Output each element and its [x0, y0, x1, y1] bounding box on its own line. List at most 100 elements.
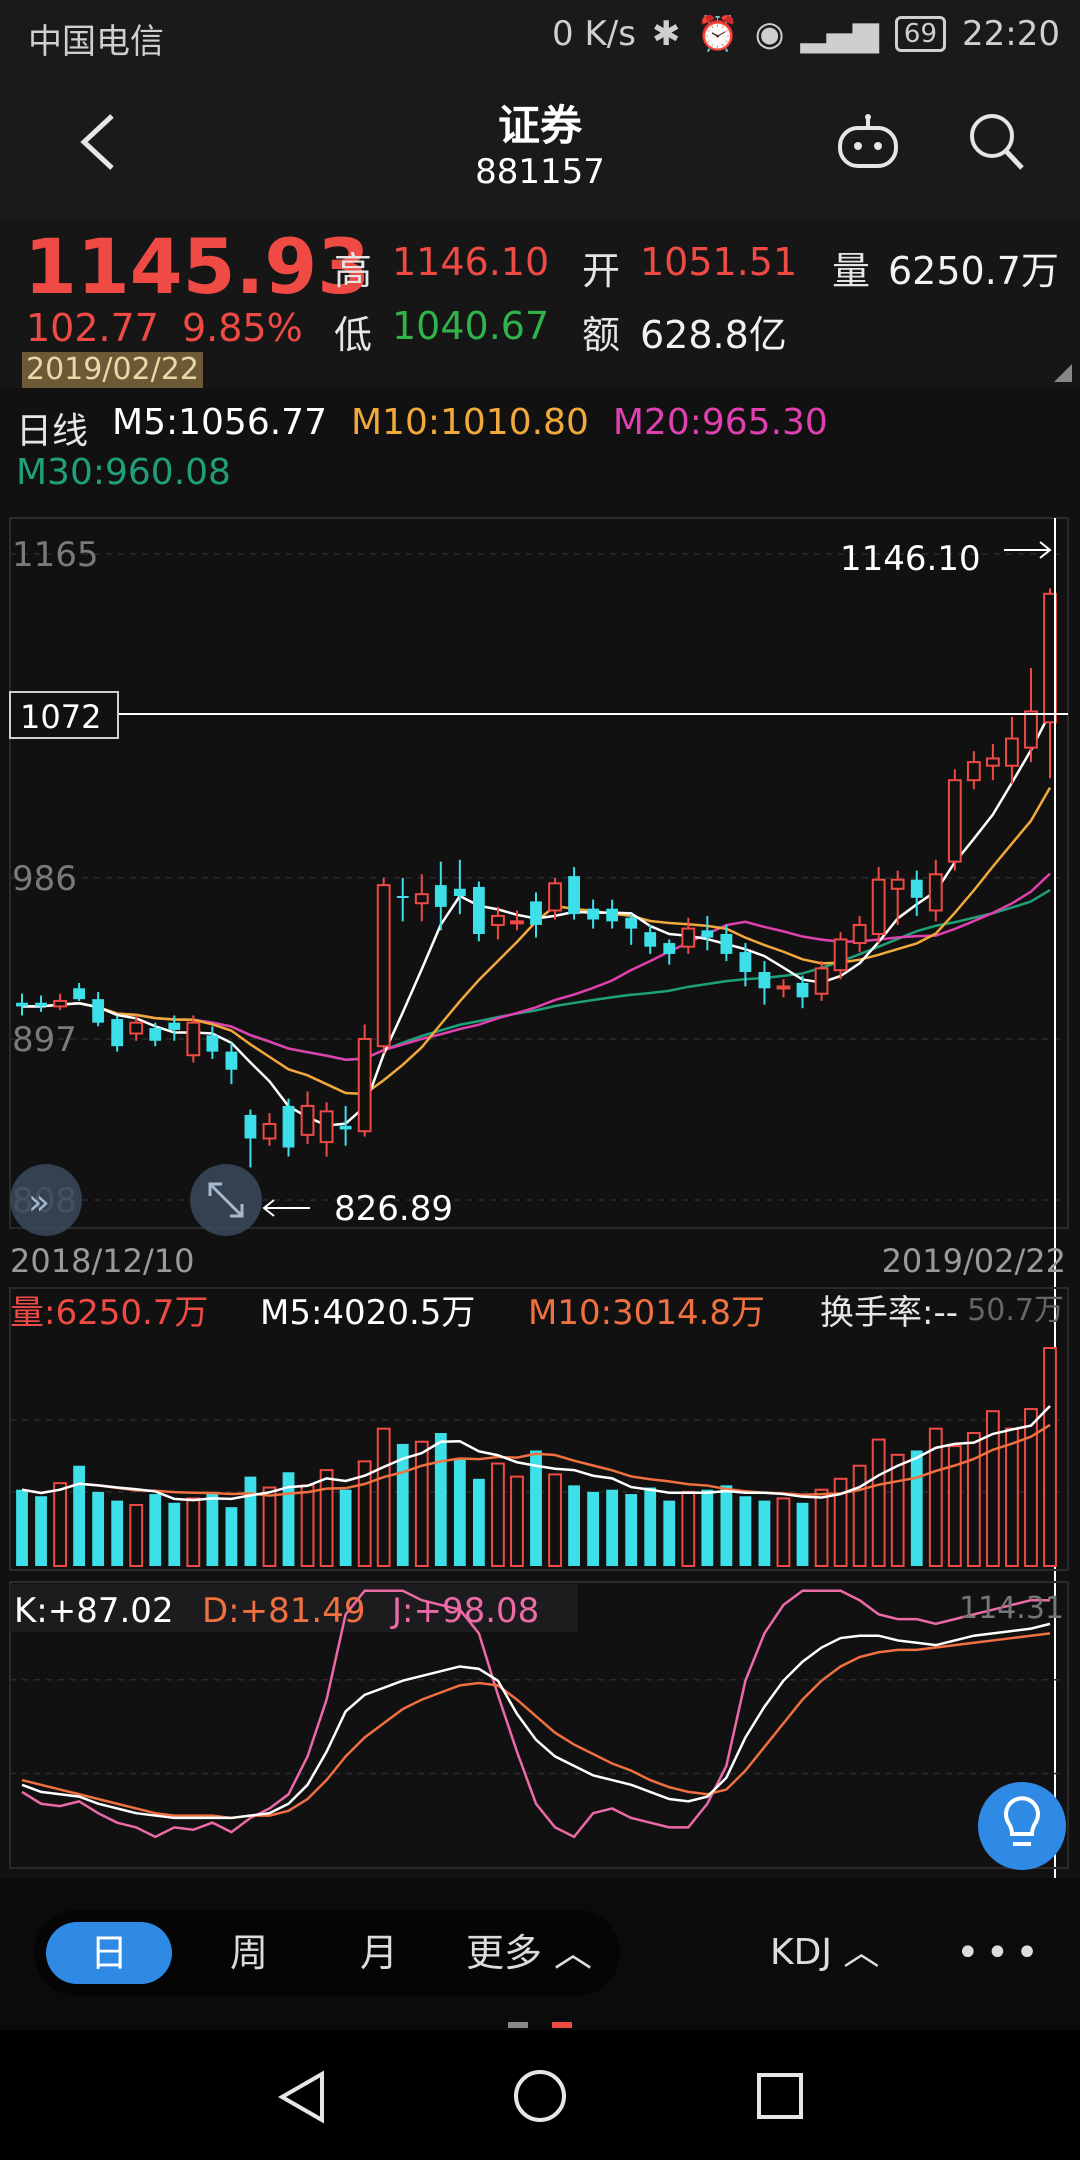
tips-button[interactable]: [978, 1782, 1066, 1870]
main-chart-frame: [9, 517, 1069, 1229]
volume-bar-down: [282, 1472, 295, 1566]
tab-more[interactable]: 更多 ︿: [444, 1910, 614, 1996]
volume-bar-up: [376, 1427, 391, 1567]
candle-body-up: [376, 884, 391, 1048]
candle-body-up: [300, 1104, 315, 1136]
max-price-label: 1146.10: [840, 539, 981, 579]
ma20-legend: M20:965.30: [612, 402, 828, 443]
collapse-panel-button[interactable]: [10, 1164, 82, 1236]
nav-back-icon[interactable]: [276, 2070, 326, 2124]
candle-body-up: [319, 1110, 334, 1144]
tab-month[interactable]: 月: [359, 1931, 398, 1975]
volume-bar-up: [890, 1453, 905, 1568]
volume-bar-down: [472, 1478, 485, 1566]
search-icon[interactable]: [966, 110, 1026, 174]
robot-assistant-icon[interactable]: [836, 112, 900, 172]
nav-home-icon[interactable]: [512, 2068, 568, 2124]
nav-recents-icon[interactable]: [756, 2072, 804, 2120]
candle-body-down: [282, 1105, 295, 1148]
candle-body-down: [568, 876, 580, 915]
indicator-selector[interactable]: KDJ ︿: [770, 1910, 879, 1996]
volume-bar-up: [776, 1497, 791, 1567]
candle-body-down: [206, 1035, 219, 1052]
back-arrow-icon[interactable]: [70, 112, 130, 172]
volume-bar-up: [319, 1469, 334, 1568]
volume-bar-up: [129, 1503, 144, 1568]
candle-body-down: [453, 888, 466, 896]
volume-bar-down: [568, 1485, 580, 1566]
candle-body-up: [852, 923, 867, 945]
volume-bar-up: [947, 1445, 962, 1567]
expand-corner-icon[interactable]: [1054, 364, 1072, 382]
candle-body-up: [357, 1037, 372, 1133]
volume-bar-down: [625, 1494, 638, 1566]
network-speed: 0 K/s: [552, 14, 636, 54]
kdj-j-line: [21, 1589, 1050, 1839]
high-label: 高: [334, 249, 373, 293]
volume-bar-down: [910, 1450, 923, 1566]
candle-body-down: [720, 934, 733, 954]
candle-body-up: [129, 1021, 144, 1035]
tab-day[interactable]: 日: [46, 1922, 172, 1984]
volume-axis-max: 50.7万: [967, 1293, 1064, 1328]
candle-body-down: [625, 917, 638, 929]
kdj-k-legend: K:+87.02: [14, 1591, 174, 1631]
volume-bar-up: [871, 1438, 886, 1567]
high-value: 1146.10: [392, 240, 550, 284]
status-bar: 中国电信 0 K/s ✱ ⏰ ◉ ▂▄▆ 69 22:20: [0, 0, 1080, 72]
volume-bar-down: [149, 1494, 162, 1566]
lightbulb-icon: [1004, 1796, 1040, 1846]
candle-body-up: [491, 914, 505, 926]
candle-body-down: [73, 988, 86, 1000]
crosshair-value: 1072: [20, 698, 101, 736]
amount-label: 额: [582, 313, 621, 357]
ma10-legend: M10:1010.80: [350, 402, 589, 443]
volume-bar-up: [852, 1464, 867, 1567]
period-label[interactable]: 日线: [16, 411, 89, 452]
volume-bar-down: [339, 1489, 352, 1566]
candle-body-up: [871, 878, 886, 936]
alarm-icon: ⏰: [696, 14, 739, 54]
expand-arrows-icon: [208, 1182, 244, 1218]
candle-body-down: [396, 896, 409, 898]
tab-more-label: 更多: [465, 1931, 542, 1975]
volume-bar-up: [186, 1497, 201, 1567]
crosshair-value-box: [9, 691, 119, 739]
page-dot-active: [552, 2022, 572, 2028]
candle-body-up: [928, 873, 943, 912]
bluetooth-icon: ✱: [651, 14, 681, 54]
more-options-icon[interactable]: •••: [956, 1930, 1045, 1976]
volume-bar-up: [985, 1410, 1000, 1567]
tab-week[interactable]: 周: [229, 1931, 268, 1975]
kdj-k-line: [21, 1622, 1051, 1820]
kdj-frame: [9, 1581, 1069, 1869]
page-title: 证券: [497, 101, 582, 150]
candle-body-down: [168, 1022, 181, 1030]
y-tick-label: 897: [12, 1020, 77, 1060]
chart-area[interactable]: 1165986897808 1072 1146.10 826.89 » 2018…: [0, 498, 1080, 1878]
low-label: 低: [334, 313, 373, 357]
volume-bar-down: [92, 1491, 105, 1566]
candle-body-down: [910, 879, 923, 898]
volume-bar-down: [796, 1502, 809, 1566]
volume-bar-down: [434, 1433, 447, 1566]
candle-body-down: [701, 930, 714, 938]
volume-bar-up: [1005, 1427, 1019, 1567]
candle-body-down: [758, 972, 771, 989]
volume-bar-down: [206, 1491, 219, 1566]
indicator-label: KDJ: [770, 1932, 832, 1973]
price-change-pct: 9.85%: [182, 306, 303, 350]
candle-body-up: [414, 893, 429, 905]
page-dot: [508, 2022, 528, 2028]
volume-bar-up: [53, 1482, 67, 1567]
volume-bar-down: [587, 1491, 600, 1566]
candle-body-down: [644, 932, 657, 947]
volume-frame: [9, 1287, 1069, 1571]
candle-body-up: [833, 938, 848, 972]
volume-bar-up: [510, 1475, 524, 1567]
min-price-label: 826.89: [334, 1189, 453, 1229]
chevron-up-icon: ︿: [843, 1932, 880, 1973]
candle-body-down: [472, 886, 485, 934]
y-tick-label: 1165: [12, 535, 99, 575]
candle-body-up: [947, 779, 962, 863]
